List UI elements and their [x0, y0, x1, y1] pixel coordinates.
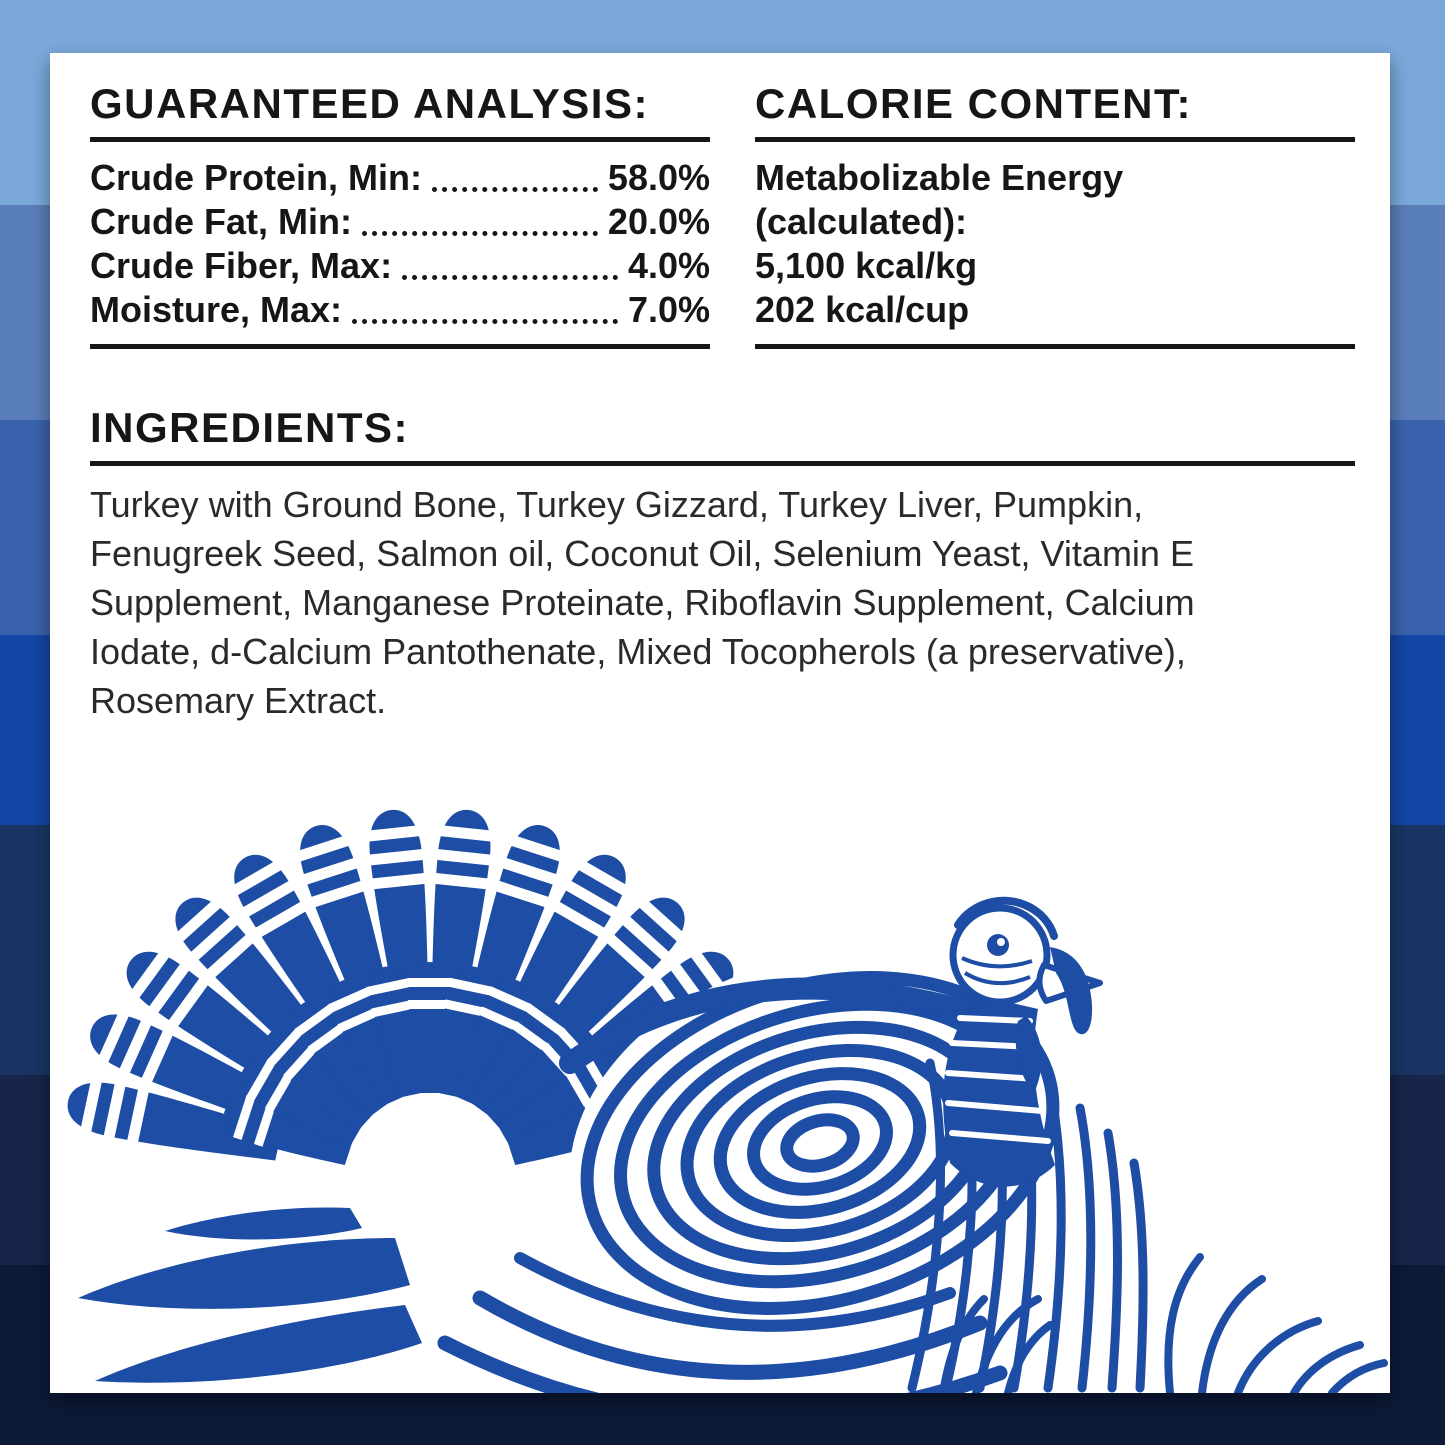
dot-leader — [361, 231, 598, 236]
dot-leader — [432, 187, 598, 192]
analysis-row: Crude Fiber, Max: 4.0% — [90, 244, 710, 288]
analysis-value: 58.0% — [607, 157, 710, 198]
heading-rule — [90, 461, 1355, 466]
guaranteed-analysis-section: GUARANTEED ANALYSIS: Crude Protein, Min:… — [90, 81, 710, 349]
analysis-label: Crude Fiber, Max: — [90, 245, 393, 286]
calorie-line: (calculated): — [755, 201, 968, 242]
analysis-row: Moisture, Max: 7.0% — [90, 288, 710, 332]
ingredients-title: INGREDIENTS: — [90, 404, 410, 451]
turkey-illustration — [62, 807, 1388, 1393]
calorie-content-title: CALORIE CONTENT: — [755, 80, 1192, 127]
analysis-calorie-columns: GUARANTEED ANALYSIS: Crude Protein, Min:… — [90, 81, 1355, 349]
analysis-value: 7.0% — [627, 289, 710, 330]
calorie-line: Metabolizable Energy — [755, 157, 1124, 198]
dot-leader — [352, 319, 618, 324]
calorie-lines: Metabolizable Energy (calculated): 5,100… — [755, 156, 1355, 332]
analysis-value: 20.0% — [607, 201, 710, 242]
analysis-label: Crude Protein, Min: — [90, 157, 422, 198]
dot-leader — [402, 275, 618, 280]
calorie-line: 202 kcal/cup — [755, 289, 970, 330]
analysis-value: 4.0% — [627, 245, 710, 286]
ingredients-section: INGREDIENTS: Turkey with Ground Bone, Tu… — [90, 405, 1355, 725]
analysis-table: Crude Protein, Min: 58.0% Crude Fat, Min… — [90, 156, 710, 332]
guaranteed-analysis-title: GUARANTEED ANALYSIS: — [90, 80, 649, 127]
calorie-content-section: CALORIE CONTENT: Metabolizable Energy (c… — [755, 81, 1355, 349]
ingredients-text: Turkey with Ground Bone, Turkey Gizzard,… — [90, 484, 1195, 721]
label-panel: GUARANTEED ANALYSIS: Crude Protein, Min:… — [50, 53, 1390, 1393]
heading-rule — [755, 137, 1355, 142]
analysis-row: Crude Fat, Min: 20.0% — [90, 200, 710, 244]
heading-rule — [90, 137, 710, 142]
analysis-row: Crude Protein, Min: 58.0% — [90, 156, 710, 200]
analysis-label: Crude Fat, Min: — [90, 201, 352, 242]
analysis-label: Moisture, Max: — [90, 289, 343, 330]
calorie-line: 5,100 kcal/kg — [755, 245, 978, 286]
section-bottom-rule — [755, 344, 1355, 349]
section-bottom-rule — [90, 344, 710, 349]
